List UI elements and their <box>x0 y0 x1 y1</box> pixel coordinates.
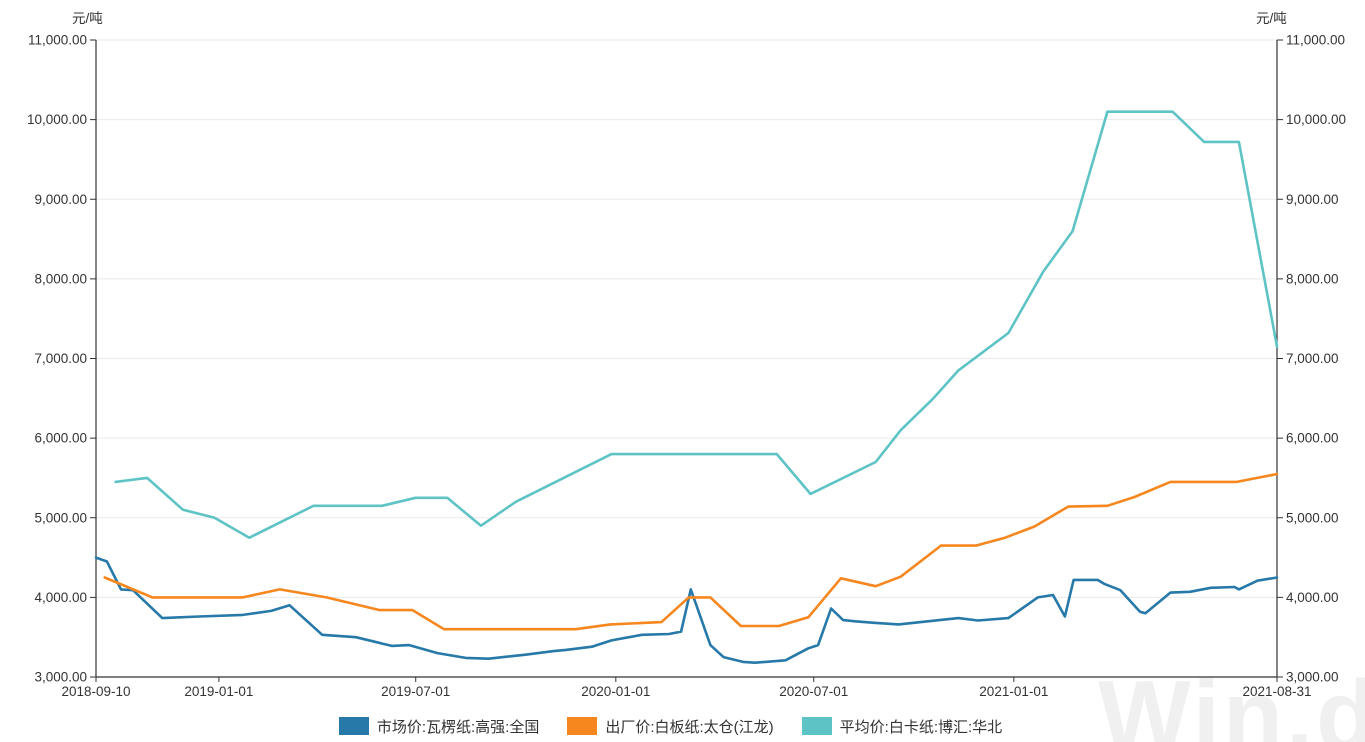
legend-swatch <box>338 717 369 735</box>
legend-swatch <box>567 717 598 735</box>
y-tick-label-left: 11,000.00 <box>28 33 87 48</box>
series-line-3 <box>114 110 1279 540</box>
legend-item: 出厂价:白板纸:太仓(江龙) <box>567 716 774 737</box>
wind-watermark: Win.d <box>1098 660 1365 742</box>
legend-item: 市场价:瓦楞纸:高强:全国 <box>338 716 540 737</box>
y-tick-label-right: 3,000.00 <box>1286 670 1339 685</box>
y-tick-label-right: 8,000.00 <box>1286 271 1339 286</box>
y-tick-label-left: 4,000.00 <box>34 590 87 605</box>
y-tick-label-left: 5,000.00 <box>34 510 87 525</box>
y-tick-label-right: 5,000.00 <box>1286 510 1339 525</box>
legend-item: 平均价:白卡纸:博汇:华北 <box>801 716 1003 737</box>
y-tick-label-left: 6,000.00 <box>34 431 87 446</box>
y-tick-label-right: 9,000.00 <box>1286 192 1339 207</box>
y-tick-label-right: 4,000.00 <box>1286 590 1339 605</box>
series-line-1 <box>94 556 1279 665</box>
legend-label: 市场价:瓦楞纸:高强:全国 <box>376 718 540 736</box>
x-tick-label: 2021-01-01 <box>979 684 1048 699</box>
y-tick-label-right: 6,000.00 <box>1286 431 1339 446</box>
legend-label: 平均价:白卡纸:博汇:华北 <box>839 718 1003 736</box>
y-axis-unit-right: 元/吨 <box>1256 11 1287 26</box>
x-tick-label: 2021-08-31 <box>1242 684 1311 699</box>
y-tick-label-left: 9,000.00 <box>34 192 87 207</box>
series-line-2 <box>103 472 1279 631</box>
y-tick-label-left: 3,000.00 <box>34 670 87 685</box>
y-tick-label-left: 8,000.00 <box>34 271 87 286</box>
x-tick-label: 2018-09-10 <box>61 684 130 699</box>
x-tick-label: 2019-01-01 <box>184 684 253 699</box>
x-tick-label: 2020-07-01 <box>779 684 848 699</box>
legend-swatch <box>801 717 832 735</box>
x-tick-label: 2019-07-01 <box>381 684 450 699</box>
y-tick-label-left: 10,000.00 <box>27 112 87 127</box>
y-tick-label-right: 11,000.00 <box>1286 33 1345 48</box>
y-tick-label-right: 10,000.00 <box>1286 112 1346 127</box>
y-axis-unit-left: 元/吨 <box>72 11 103 26</box>
y-tick-label-right: 7,000.00 <box>1286 351 1339 366</box>
x-tick-label: 2020-01-01 <box>581 684 650 699</box>
y-tick-label-left: 7,000.00 <box>34 351 87 366</box>
legend: 市场价:瓦楞纸:高强:全国 出厂价:白板纸:太仓(江龙) 平均价:白卡纸:博汇:华北 <box>0 713 1341 739</box>
legend-label: 出厂价:白板纸:太仓(江龙) <box>605 718 774 736</box>
